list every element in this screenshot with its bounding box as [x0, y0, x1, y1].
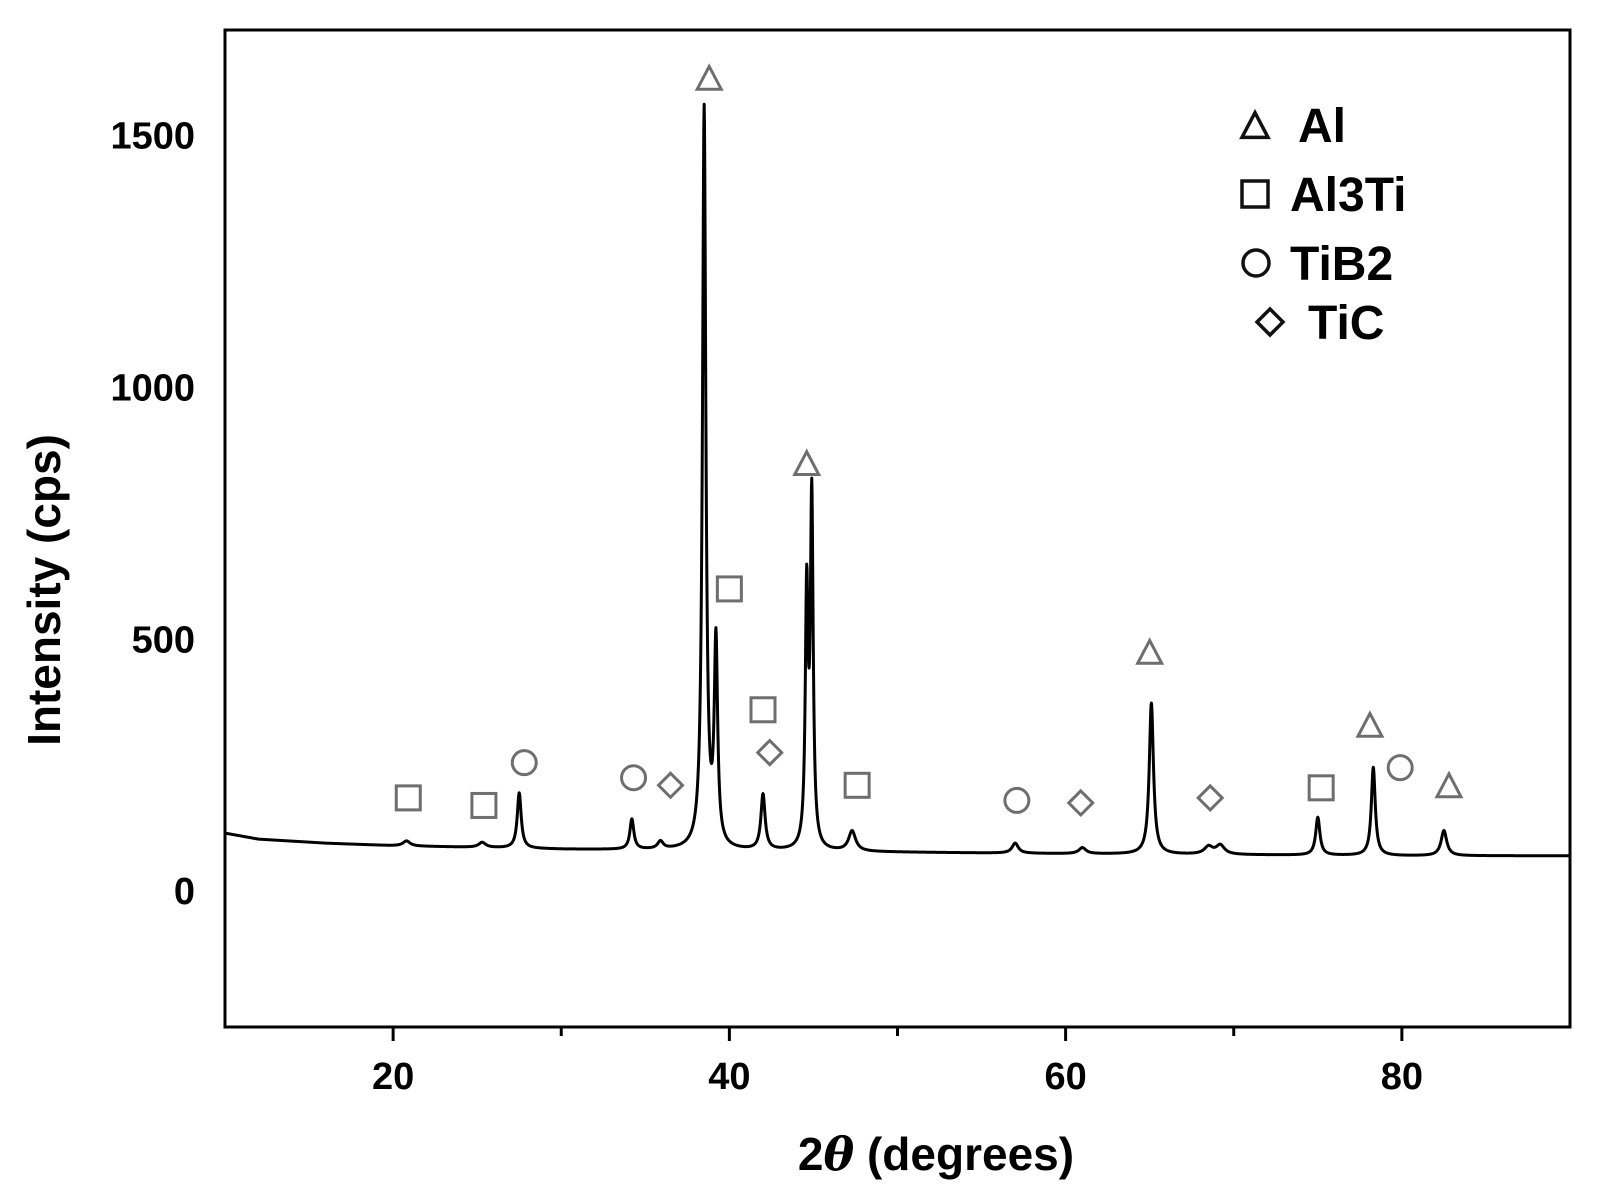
square-marker	[394, 784, 422, 812]
square-marker	[749, 696, 777, 724]
legend-triangle-icon	[1239, 108, 1271, 140]
triangle-marker	[1434, 770, 1464, 799]
y-tick-label: 0	[174, 871, 195, 913]
square-marker	[843, 771, 871, 799]
square-marker	[470, 791, 498, 819]
triangle-marker	[1135, 637, 1165, 665]
y-axis-title: Intensity (cps)	[18, 434, 70, 746]
diamond-marker	[1196, 783, 1225, 813]
circle-marker	[1003, 786, 1031, 814]
circle-marker	[1386, 754, 1414, 782]
legend-diamond-icon	[1254, 306, 1286, 338]
triangle-marker	[1355, 710, 1385, 738]
y-tick-label: 1000	[110, 368, 195, 410]
x-axis-title-symbol: θ	[824, 1127, 855, 1181]
x-axis-title-suffix: (degrees)	[854, 1128, 1074, 1180]
x-axis-title-prefix: 2	[798, 1128, 824, 1180]
square-marker	[715, 575, 743, 603]
legend-circle-icon	[1241, 248, 1271, 278]
y-tick-label: 500	[132, 619, 195, 661]
circle-marker	[620, 764, 648, 792]
y-axis: 0 500 1000 1500	[110, 116, 195, 913]
legend-label: Al	[1298, 100, 1346, 153]
triangle-marker	[792, 448, 822, 476]
circle-marker	[510, 749, 538, 777]
legend: Al Al3Ti TiB2 TiC	[1239, 100, 1406, 350]
x-tick-label: 60	[1044, 1056, 1086, 1098]
x-tick-label: 80	[1381, 1056, 1423, 1098]
xrd-pattern-line	[223, 102, 1572, 858]
x-tick-label: 20	[372, 1056, 414, 1098]
legend-square-icon	[1240, 179, 1270, 209]
legend-label: TiB2	[1290, 238, 1393, 291]
triangle-marker	[694, 63, 724, 91]
diamond-marker	[755, 738, 784, 767]
square-marker	[1307, 774, 1335, 802]
legend-label: TiC	[1308, 297, 1384, 350]
diamond-marker	[656, 771, 685, 800]
phase-markers	[394, 63, 1464, 819]
legend-label: Al3Ti	[1290, 169, 1406, 222]
x-axis: 20 40 60 80	[372, 1027, 1423, 1098]
y-tick-label: 1500	[110, 116, 195, 158]
x-axis-title: 2θ (degrees)	[798, 1127, 1074, 1181]
diamond-marker	[1066, 788, 1095, 818]
x-tick-label: 40	[708, 1056, 750, 1098]
